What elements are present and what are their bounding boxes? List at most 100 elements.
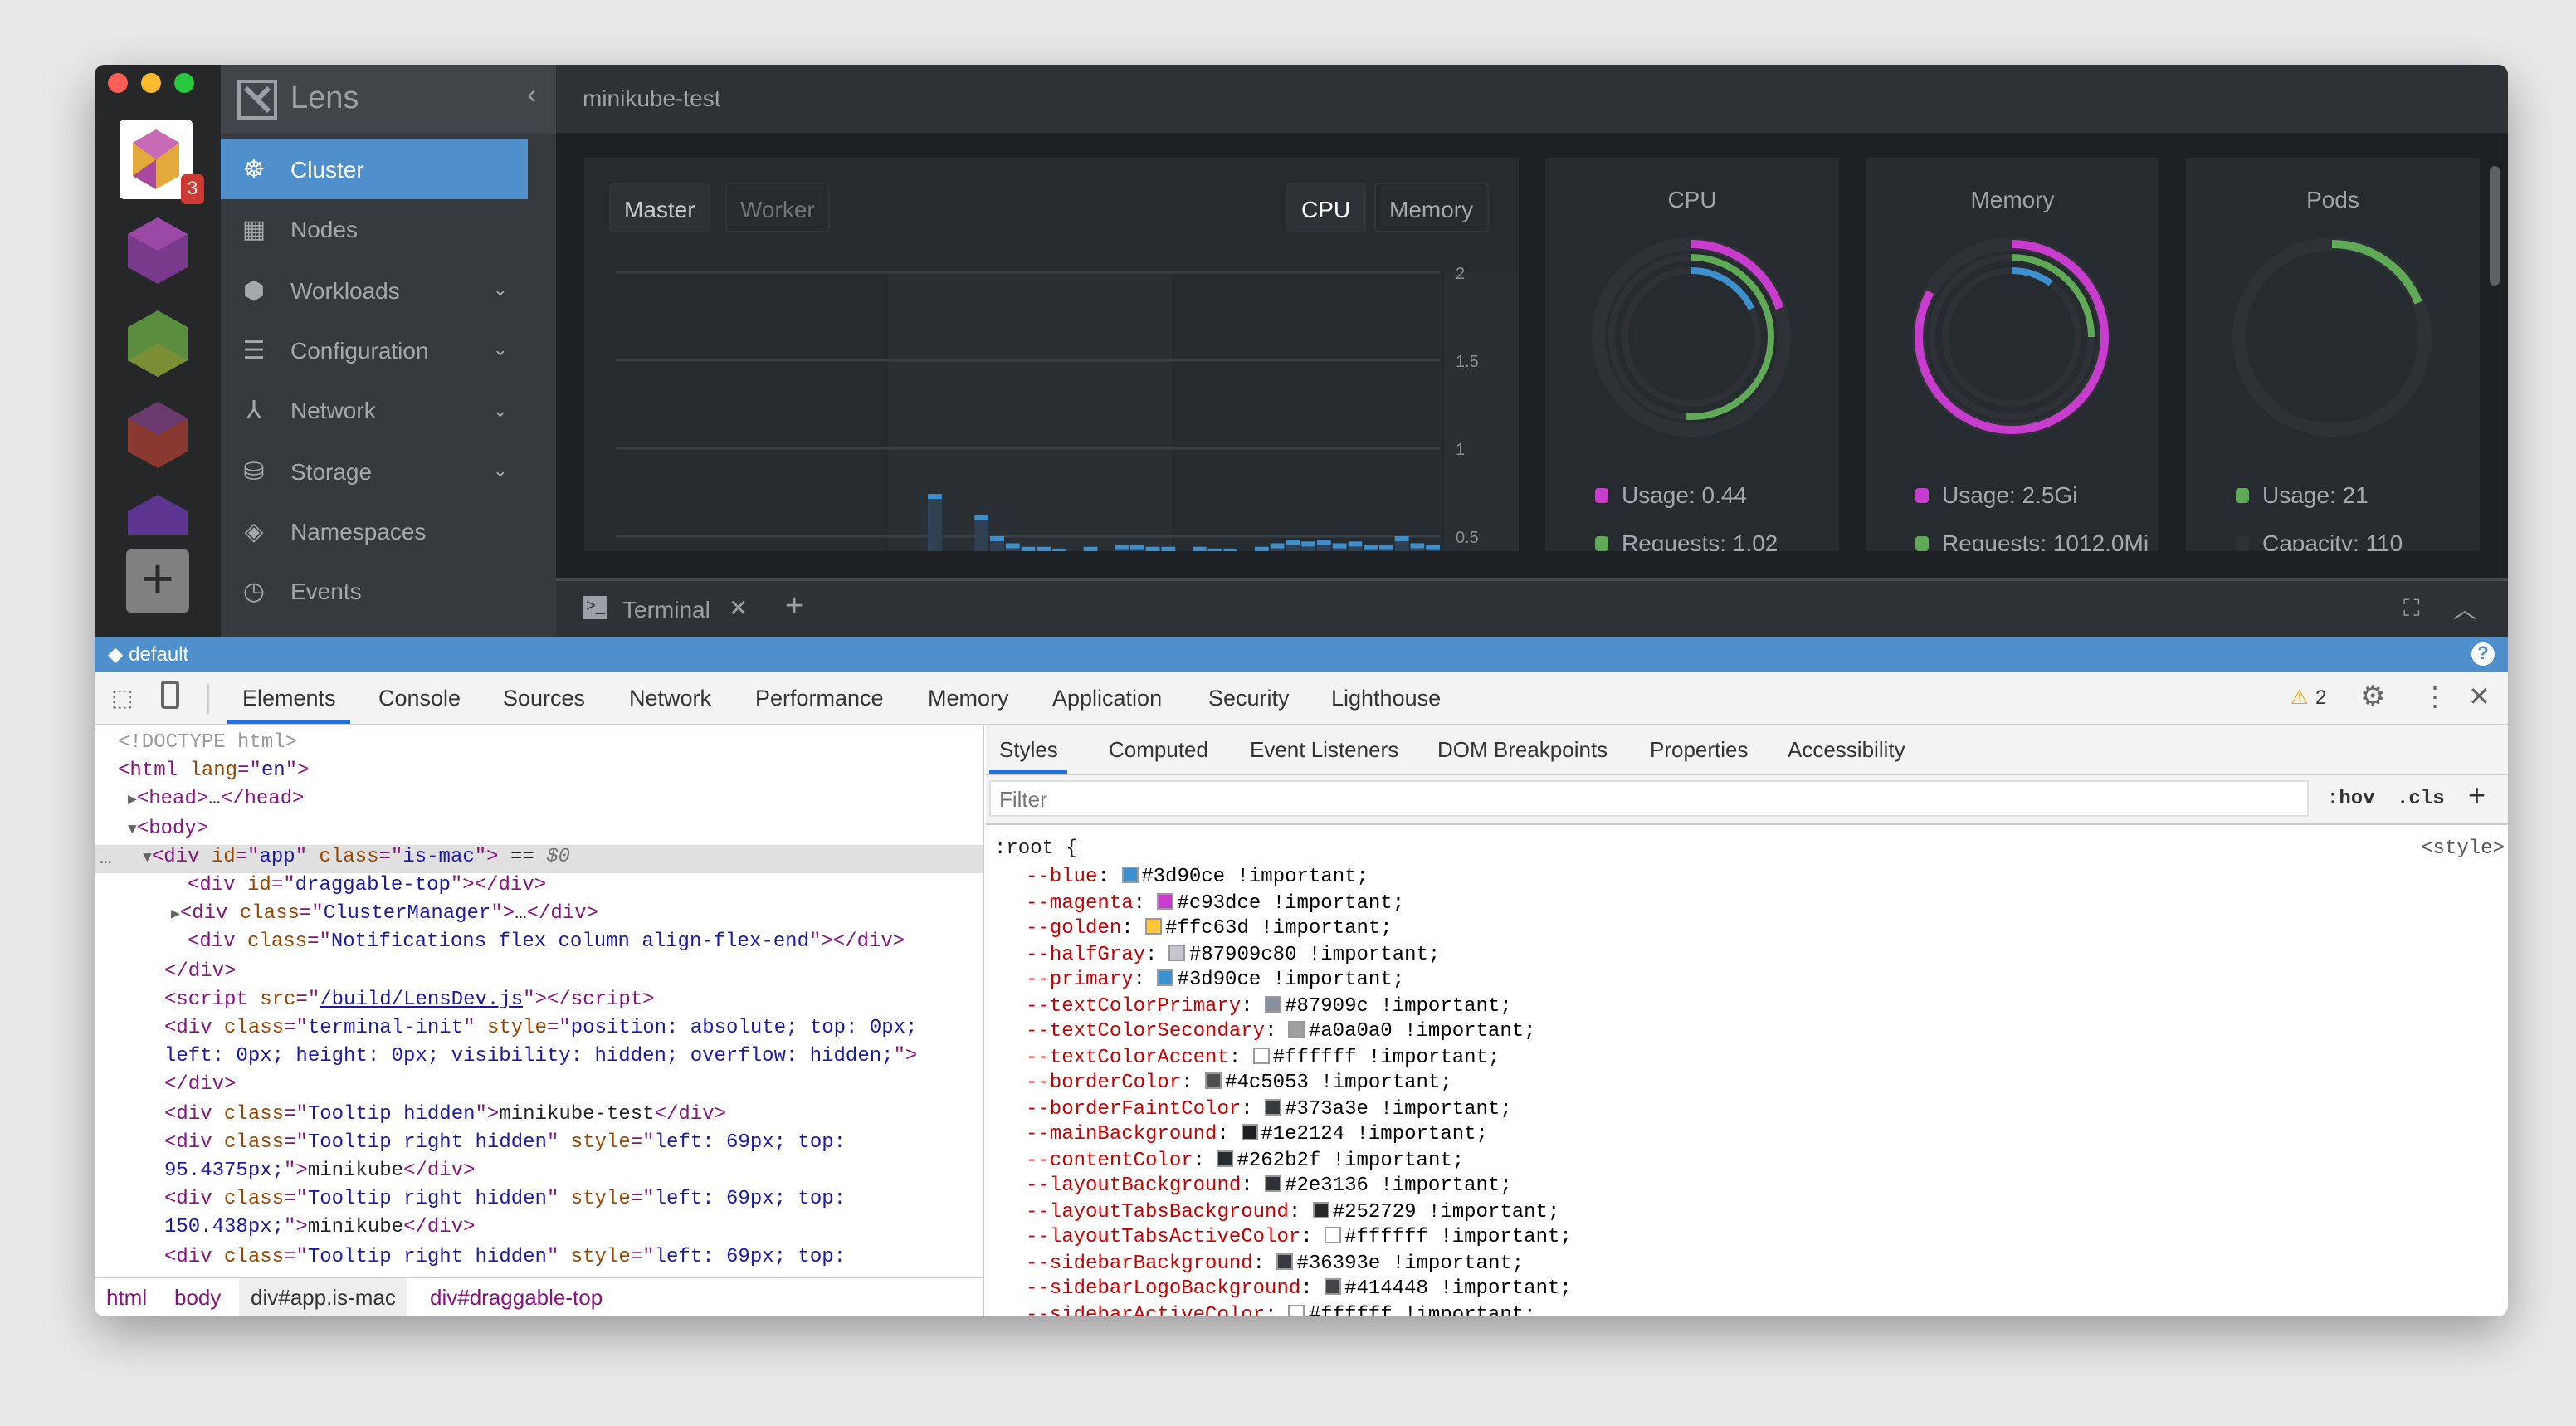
breadcrumb-item[interactable]: div#draggable-top [430, 1285, 603, 1310]
styles-tab-dom-breakpoints[interactable]: DOM Breakpoints [1437, 737, 1608, 762]
styles-tab-computed[interactable]: Computed [1109, 737, 1208, 762]
device-toolbar-icon[interactable] [161, 681, 179, 709]
color-swatch[interactable] [1265, 1098, 1282, 1115]
tab-sources[interactable]: Sources [503, 686, 586, 711]
css-variable[interactable]: --blue: #3d90ce !important; [1026, 865, 1368, 891]
help-icon[interactable]: ? [2471, 642, 2495, 666]
color-swatch[interactable] [1265, 1175, 1282, 1192]
cluster-icon-active[interactable] [120, 120, 193, 199]
fullscreen-icon[interactable]: ⛶ [2403, 594, 2420, 621]
color-swatch[interactable] [1217, 1150, 1234, 1166]
sidebar-item-workloads[interactable]: ⬢ Workloads ⌄ [221, 260, 528, 320]
sidebar-item-namespaces[interactable]: ◈ Namespaces [221, 501, 528, 561]
styles-tab-event-listeners[interactable]: Event Listeners [1250, 737, 1399, 762]
sidebar-item-events[interactable]: ◷ Events [221, 561, 528, 621]
sidebar-item-storage[interactable]: ⛁ Storage ⌄ [221, 441, 528, 501]
new-style-rule-button[interactable]: + [2468, 779, 2486, 812]
dom-node[interactable]: <div class="Tooltip hidden">minikube-tes… [164, 1100, 726, 1128]
worker-tab[interactable]: Worker [725, 183, 830, 232]
color-swatch[interactable] [1276, 1253, 1294, 1269]
maximize-window-button[interactable] [174, 73, 194, 93]
css-variable[interactable]: --layoutTabsBackground: #252729 !importa… [1026, 1199, 1559, 1225]
add-cluster-button[interactable]: + [126, 549, 189, 613]
tab-lighthouse[interactable]: Lighthouse [1331, 686, 1442, 711]
tab-elements[interactable]: Elements [227, 672, 351, 724]
dom-node[interactable]: left: 0px; height: 0px; visibility: hidd… [164, 1043, 917, 1071]
dom-node[interactable]: 95.4375px;">minikube</div> [164, 1157, 476, 1185]
css-variable[interactable]: --primary: #3d90ce !important; [1026, 968, 1404, 994]
dom-node[interactable]: ▶<div class="ClusterManager">…</div> [171, 900, 598, 928]
content-scrollbar[interactable] [2490, 166, 2500, 286]
chevron-down-icon[interactable]: ⌄ [492, 281, 508, 301]
class-toggle[interactable]: .cls [2397, 787, 2445, 810]
color-swatch[interactable] [1325, 1278, 1342, 1295]
css-variable[interactable]: --golden: #ffc63d !important; [1026, 916, 1393, 942]
dom-node[interactable]: ▶<head>…</head> [128, 786, 305, 814]
dom-node[interactable]: </div> [164, 1072, 236, 1100]
warning-count[interactable]: 2 [2315, 686, 2327, 709]
expand-triangle-icon[interactable]: ▼ [128, 821, 137, 838]
css-variable[interactable]: --sidebarBackground: #36393e !important; [1026, 1251, 1524, 1277]
css-variable[interactable]: --textColorAccent: #ffffff !important; [1026, 1045, 1500, 1071]
close-terminal-icon[interactable]: ✕ [729, 594, 749, 621]
style-source-link[interactable]: <style> [2421, 837, 2505, 860]
color-swatch[interactable] [1288, 1304, 1305, 1316]
breadcrumb-item[interactable]: div#app.is-mac [239, 1278, 407, 1316]
minimize-window-button[interactable] [141, 73, 161, 93]
dom-node[interactable]: <div class="Tooltip right hidden" style=… [164, 1129, 846, 1157]
css-variable[interactable]: --contentColor: #262b2f !important; [1026, 1148, 1464, 1174]
cluster-icon[interactable] [124, 214, 191, 287]
dom-token[interactable]: /build/LensDev.js [320, 987, 524, 1011]
cluster-icon[interactable] [124, 491, 191, 535]
css-variable[interactable]: --layoutTabsActiveColor: #ffffff !import… [1026, 1225, 1572, 1251]
chevron-down-icon[interactable]: ⌄ [492, 401, 508, 422]
new-terminal-icon[interactable]: + [785, 589, 804, 624]
dom-node[interactable]: <div class="Notifications flex column al… [188, 929, 905, 957]
tab-security[interactable]: Security [1208, 686, 1290, 711]
tab-network[interactable]: Network [629, 686, 712, 711]
color-swatch[interactable] [1168, 944, 1186, 960]
tab-performance[interactable]: Performance [755, 686, 884, 711]
close-devtools-icon[interactable]: ✕ [2468, 684, 2491, 712]
node-actions-icon[interactable]: … [100, 847, 112, 870]
css-variable[interactable]: --textColorSecondary: #a0a0a0 !important… [1026, 1019, 1536, 1045]
dom-node[interactable]: ▼<div id="app" class="is-mac"> == $0 [143, 843, 570, 872]
hover-state-toggle[interactable]: :hov [2327, 787, 2375, 810]
dom-node[interactable]: </div> [164, 957, 236, 985]
dom-node[interactable]: <!DOCTYPE html> [118, 729, 297, 757]
color-swatch[interactable] [1252, 1047, 1270, 1063]
color-swatch[interactable] [1145, 918, 1163, 935]
tab-application[interactable]: Application [1052, 686, 1163, 711]
more-options-icon[interactable]: ⋮ [2422, 684, 2448, 712]
styles-tab-accessibility[interactable]: Accessibility [1788, 737, 1905, 762]
terminal-tab[interactable]: Terminal [622, 596, 710, 623]
css-variable[interactable]: --sidebarLogoBackground: #414448 !import… [1026, 1277, 1572, 1302]
styles-tab-styles[interactable]: Styles [989, 725, 1068, 774]
color-swatch[interactable] [1241, 1124, 1258, 1140]
css-variable[interactable]: --mainBackground: #1e2124 !important; [1026, 1122, 1488, 1148]
dom-node[interactable]: <script src="/build/LensDev.js"></script… [164, 986, 655, 1014]
collapse-sidebar-icon[interactable]: ‹ [527, 81, 536, 110]
tab-memory[interactable]: Memory [928, 686, 1009, 711]
namespace-label[interactable]: default [129, 642, 189, 666]
expand-triangle-icon[interactable]: ▶ [171, 906, 180, 924]
sidebar-item-configuration[interactable]: ☰ Configuration ⌄ [221, 320, 528, 380]
css-variable[interactable]: --borderColor: #4c5053 !important; [1026, 1071, 1452, 1096]
dom-node[interactable]: <div class="Tooltip right hidden" style=… [164, 1185, 846, 1214]
color-swatch[interactable] [1265, 995, 1282, 1012]
chevron-up-icon[interactable]: ︿ [2453, 596, 2476, 623]
dom-node[interactable]: 150.438px;">minikube</div> [164, 1214, 476, 1243]
chevron-down-icon[interactable]: ⌄ [492, 461, 508, 481]
sidebar-item-nodes[interactable]: ▦ Nodes [221, 200, 528, 260]
chevron-down-icon[interactable]: ⌄ [492, 340, 508, 361]
css-variable[interactable]: --textColorPrimary: #87909c !important; [1026, 994, 1512, 1019]
css-variable[interactable]: --borderFaintColor: #373a3e !important; [1026, 1096, 1512, 1122]
color-swatch[interactable] [1157, 892, 1174, 909]
styles-filter-input[interactable] [989, 780, 2309, 817]
color-swatch[interactable] [1312, 1201, 1329, 1218]
cluster-icon[interactable] [124, 307, 191, 380]
cpu-tab[interactable]: CPU [1286, 183, 1366, 232]
css-variable[interactable]: --sidebarActiveColor: #ffffff !important… [1026, 1302, 1536, 1316]
dom-node[interactable]: <div class="terminal-init" style="positi… [164, 1014, 917, 1043]
color-swatch[interactable] [1205, 1072, 1222, 1089]
